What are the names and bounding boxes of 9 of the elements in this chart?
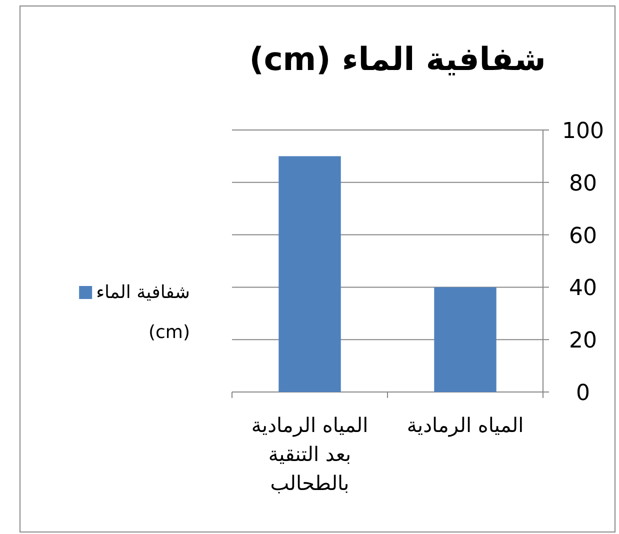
x-tick-label: المياه الرمادية بعد التنقية بالطحالب	[251, 413, 368, 495]
y-tick-label: 20	[569, 328, 597, 354]
y-tick-label: 40	[569, 276, 597, 302]
chart-title: شفافية الماء (cm)	[249, 40, 546, 78]
y-tick-label: 80	[569, 171, 597, 196]
y-tick-label: 60	[569, 224, 597, 249]
x-tick-label: المياه الرمادية	[406, 413, 524, 437]
y-tick-label: 0	[576, 381, 590, 406]
y-tick-label: 100	[562, 119, 604, 144]
